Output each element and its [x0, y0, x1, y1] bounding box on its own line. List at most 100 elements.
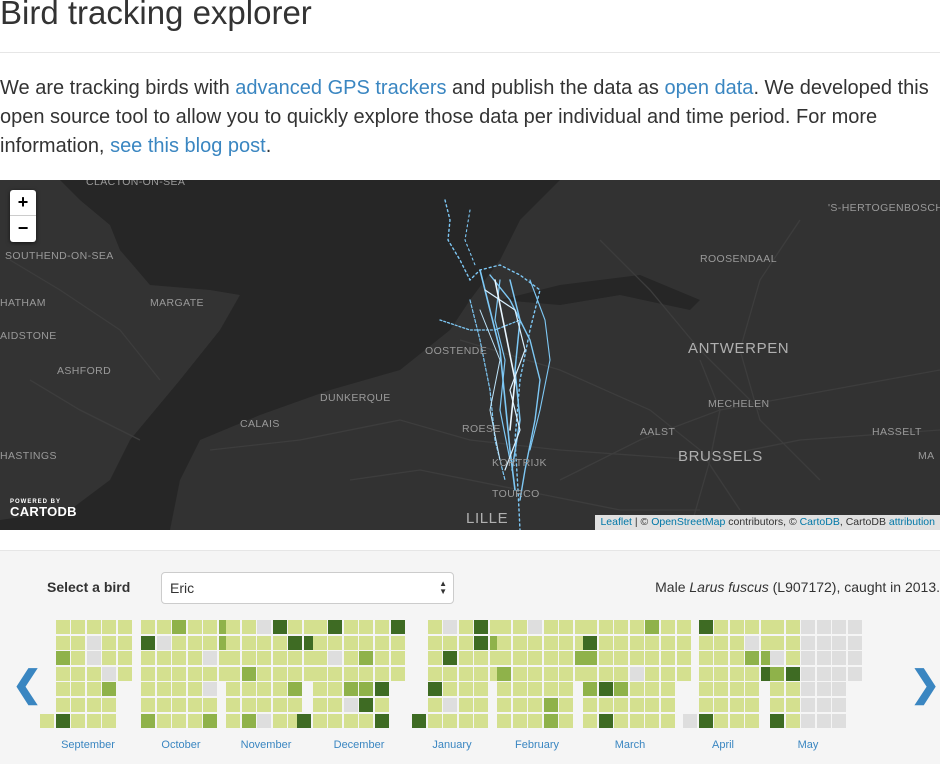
- calendar-day-cell[interactable]: [714, 620, 729, 634]
- calendar-day-cell[interactable]: [118, 651, 132, 666]
- calendar-day-cell[interactable]: [102, 620, 117, 634]
- calendar-day-cell[interactable]: [543, 713, 558, 728]
- calendar-day-cell[interactable]: [118, 620, 132, 634]
- calendar-day-cell[interactable]: [390, 651, 405, 666]
- calendar-day-cell[interactable]: [714, 666, 729, 681]
- calendar-day-cell[interactable]: [676, 666, 691, 681]
- calendar-day-cell[interactable]: [645, 713, 660, 728]
- calendar-day-cell[interactable]: [288, 635, 303, 650]
- osm-link[interactable]: OpenStreetMap: [651, 516, 726, 528]
- calendar-day-cell[interactable]: [343, 651, 358, 666]
- calendar-day-cell[interactable]: [172, 698, 187, 712]
- calendar-day-cell[interactable]: [172, 635, 187, 650]
- calendar-day-cell[interactable]: [458, 635, 473, 650]
- calendar-day-cell[interactable]: [71, 698, 86, 712]
- calendar-day-cell[interactable]: [645, 651, 660, 666]
- calendar-day-cell[interactable]: [816, 651, 831, 666]
- calendar-day-cell[interactable]: [661, 666, 675, 681]
- calendar-day-cell[interactable]: [102, 713, 117, 728]
- calendar-day-cell[interactable]: [583, 682, 597, 697]
- calendar-day-cell[interactable]: [832, 620, 847, 634]
- calendar-day-cell[interactable]: [785, 651, 800, 666]
- calendar-day-cell[interactable]: [272, 651, 287, 666]
- calendar-day-cell[interactable]: [801, 666, 816, 681]
- calendar-day-cell[interactable]: [71, 620, 86, 634]
- calendar-day-cell[interactable]: [528, 620, 543, 634]
- calendar-day-cell[interactable]: [272, 698, 287, 712]
- calendar-day-cell[interactable]: [427, 682, 442, 697]
- next-period-button[interactable]: ❯: [910, 663, 940, 704]
- calendar-day-cell[interactable]: [770, 666, 784, 681]
- calendar-day-cell[interactable]: [832, 698, 847, 712]
- calendar-day-cell[interactable]: [172, 620, 187, 634]
- calendar-day-cell[interactable]: [312, 635, 327, 650]
- calendar-day-cell[interactable]: [848, 666, 862, 681]
- calendar-day-cell[interactable]: [55, 651, 70, 666]
- calendar-day-cell[interactable]: [156, 620, 171, 634]
- calendar-day-cell[interactable]: [312, 698, 327, 712]
- calendar-day-cell[interactable]: [801, 651, 816, 666]
- calendar-day-cell[interactable]: [801, 682, 816, 697]
- calendar-day-cell[interactable]: [698, 620, 713, 634]
- calendar-day-cell[interactable]: [241, 635, 256, 650]
- calendar-day-cell[interactable]: [312, 651, 327, 666]
- calendar-day-cell[interactable]: [156, 682, 171, 697]
- calendar-day-cell[interactable]: [729, 682, 744, 697]
- calendar-day-cell[interactable]: [770, 620, 784, 634]
- month-label-february[interactable]: February: [514, 739, 560, 751]
- calendar-day-cell[interactable]: [458, 651, 473, 666]
- calendar-day-cell[interactable]: [528, 713, 543, 728]
- calendar-day-cell[interactable]: [497, 682, 511, 697]
- calendar-day-cell[interactable]: [497, 713, 511, 728]
- calendar-day-cell[interactable]: [427, 666, 442, 681]
- calendar-day-cell[interactable]: [86, 620, 101, 634]
- calendar-day-cell[interactable]: [343, 666, 358, 681]
- calendar-day-cell[interactable]: [832, 682, 847, 697]
- calendar-day-cell[interactable]: [474, 620, 489, 634]
- calendar-day-cell[interactable]: [512, 713, 527, 728]
- calendar-day-cell[interactable]: [598, 620, 613, 634]
- calendar-day-cell[interactable]: [312, 682, 327, 697]
- calendar-day-cell[interactable]: [203, 651, 218, 666]
- calendar-day-cell[interactable]: [71, 666, 86, 681]
- calendar-day-cell[interactable]: [543, 682, 558, 697]
- calendar-day-cell[interactable]: [745, 620, 760, 634]
- calendar-day-cell[interactable]: [187, 620, 202, 634]
- calendar-day-cell[interactable]: [645, 698, 660, 712]
- calendar-day-cell[interactable]: [328, 651, 343, 666]
- calendar-day-cell[interactable]: [443, 698, 458, 712]
- calendar-day-cell[interactable]: [528, 635, 543, 650]
- calendar-day-cell[interactable]: [241, 698, 256, 712]
- calendar-day-cell[interactable]: [770, 651, 784, 666]
- month-label-april[interactable]: April: [711, 739, 735, 751]
- calendar-day-cell[interactable]: [559, 651, 574, 666]
- calendar-day-cell[interactable]: [241, 620, 256, 634]
- calendar-day-cell[interactable]: [745, 713, 760, 728]
- calendar-day-cell[interactable]: [71, 713, 86, 728]
- calendar-day-cell[interactable]: [729, 713, 744, 728]
- calendar-day-cell[interactable]: [629, 698, 644, 712]
- calendar-day-cell[interactable]: [343, 698, 358, 712]
- calendar-day-cell[interactable]: [745, 698, 760, 712]
- calendar-day-cell[interactable]: [474, 713, 489, 728]
- calendar-day-cell[interactable]: [297, 713, 311, 728]
- calendar-day-cell[interactable]: [458, 666, 473, 681]
- calendar-day-cell[interactable]: [497, 698, 511, 712]
- calendar-day-cell[interactable]: [698, 666, 713, 681]
- calendar-day-cell[interactable]: [801, 620, 816, 634]
- calendar-day-cell[interactable]: [629, 635, 644, 650]
- calendar-day-cell[interactable]: [156, 635, 171, 650]
- calendar-day-cell[interactable]: [102, 666, 117, 681]
- calendar-day-cell[interactable]: [71, 682, 86, 697]
- calendar-day-cell[interactable]: [714, 713, 729, 728]
- calendar-day-cell[interactable]: [801, 698, 816, 712]
- calendar-day-cell[interactable]: [102, 698, 117, 712]
- calendar-day-cell[interactable]: [71, 651, 86, 666]
- tracking-map[interactable]: CLACTON-ON-SEA 'S-HERTOGENBOSCH SOUTHEND…: [0, 180, 940, 530]
- calendar-day-cell[interactable]: [714, 682, 729, 697]
- calendar-day-cell[interactable]: [832, 713, 847, 728]
- calendar-day-cell[interactable]: [187, 713, 202, 728]
- calendar-day-cell[interactable]: [661, 651, 675, 666]
- calendar-day-cell[interactable]: [729, 666, 744, 681]
- month-label-october[interactable]: October: [161, 739, 201, 751]
